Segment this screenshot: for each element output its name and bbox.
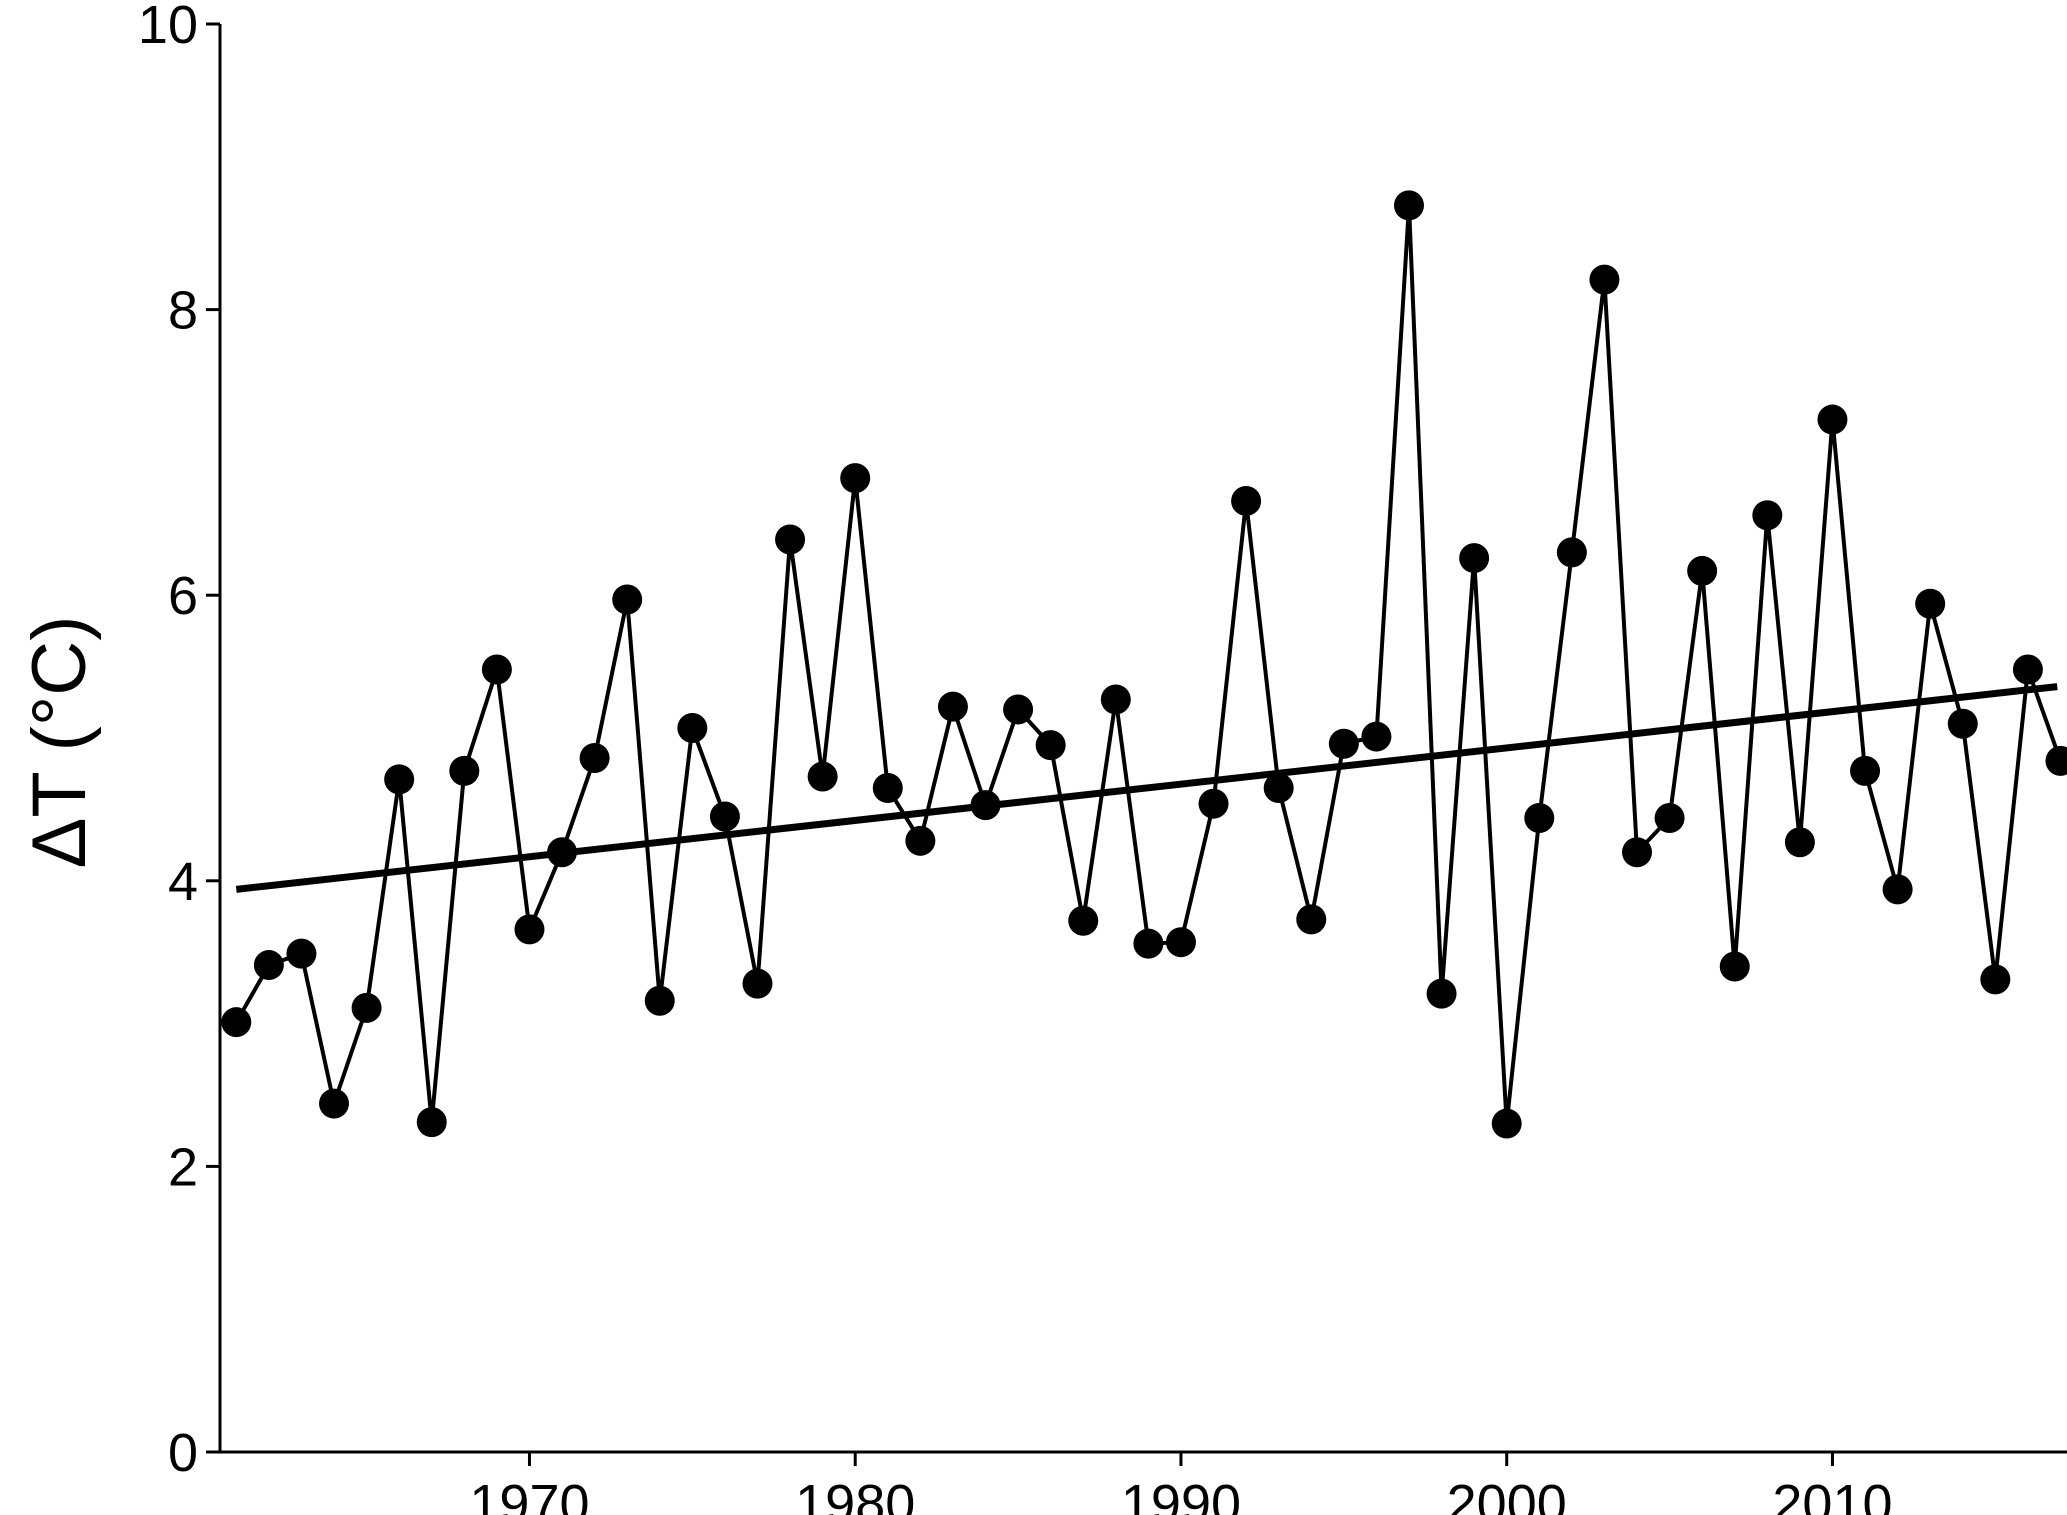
data-point-1994 <box>1296 904 1327 935</box>
y-tick-label: 4 <box>168 852 198 912</box>
data-point-2002 <box>1556 537 1587 568</box>
data-point-2014 <box>1947 708 1978 739</box>
data-point-2001 <box>1524 802 1555 833</box>
x-tick-label: 1990 <box>1121 1474 1241 1515</box>
data-point-1972 <box>579 742 610 773</box>
data-point-1983 <box>937 691 968 722</box>
data-point-1984 <box>970 790 1001 821</box>
data-point-2009 <box>1784 827 1815 858</box>
data-point-1967 <box>416 1107 447 1138</box>
y-tick-label: 6 <box>168 566 198 626</box>
data-point-1988 <box>1100 684 1131 715</box>
data-point-1991 <box>1198 788 1229 819</box>
y-tick-label: 10 <box>138 0 198 55</box>
data-point-1996 <box>1361 721 1392 752</box>
data-point-1963 <box>286 938 317 969</box>
data-point-1995 <box>1328 728 1359 759</box>
data-point-2012 <box>1882 874 1913 905</box>
y-tick-label: 0 <box>168 1423 198 1483</box>
data-point-2008 <box>1752 500 1783 531</box>
data-point-1979 <box>807 761 838 792</box>
data-point-1969 <box>481 654 512 685</box>
data-point-1970 <box>514 914 545 945</box>
data-point-1966 <box>384 764 415 795</box>
data-point-1976 <box>709 801 740 832</box>
ticks: 0 2 4 6 8 10 1970 1980 1990 2000 2010 <box>138 0 1893 1515</box>
data-point-1973 <box>612 584 643 615</box>
y-tick-label: 8 <box>168 281 198 341</box>
data-point-1989 <box>1133 928 1164 959</box>
data-point-1986 <box>1035 730 1066 761</box>
data-point-1980 <box>840 463 871 494</box>
axes <box>218 24 2067 1454</box>
data-point-1965 <box>351 992 382 1023</box>
data-point-1981 <box>872 772 903 803</box>
data-point-1998 <box>1426 978 1457 1009</box>
data-point-1978 <box>775 524 806 555</box>
data-point-1971 <box>547 837 578 868</box>
data-point-1985 <box>1003 694 1034 725</box>
x-tick-label: 2010 <box>1772 1474 1892 1515</box>
data-point-2000 <box>1491 1108 1522 1139</box>
data-point-1964 <box>319 1088 350 1119</box>
data-point-1997 <box>1393 190 1424 221</box>
x-tick-label: 1970 <box>469 1474 589 1515</box>
series-layer <box>221 190 2067 1139</box>
data-point-2004 <box>1622 837 1653 868</box>
data-point-1962 <box>253 950 284 981</box>
data-point-1993 <box>1263 772 1294 803</box>
data-point-2003 <box>1589 264 1620 295</box>
data-point-1968 <box>449 755 480 786</box>
data-point-2006 <box>1687 555 1718 586</box>
data-point-1977 <box>742 968 773 999</box>
data-point-2007 <box>1719 951 1750 982</box>
data-point-1987 <box>1068 905 1099 936</box>
data-point-2011 <box>1850 755 1881 786</box>
data-point-2016 <box>2012 654 2043 685</box>
trend-layer <box>235 683 2058 893</box>
data-point-1961 <box>221 1007 252 1038</box>
x-tick-label: 1980 <box>795 1474 915 1515</box>
data-point-2017 <box>2045 745 2067 776</box>
y-axis-title: ΔT (°C) <box>17 616 102 869</box>
trend-line <box>235 683 2058 893</box>
x-tick-label: 2000 <box>1447 1474 1567 1515</box>
data-point-1999 <box>1459 543 1490 574</box>
data-point-2015 <box>1980 964 2011 995</box>
data-point-1975 <box>677 713 708 744</box>
y-tick-label: 2 <box>168 1137 198 1197</box>
data-point-2010 <box>1817 404 1848 435</box>
data-point-1990 <box>1165 927 1196 958</box>
data-point-1992 <box>1231 485 1262 516</box>
data-point-1982 <box>905 825 936 856</box>
data-point-2013 <box>1915 588 1946 619</box>
data-point-2005 <box>1654 802 1685 833</box>
data-point-1974 <box>644 985 675 1016</box>
